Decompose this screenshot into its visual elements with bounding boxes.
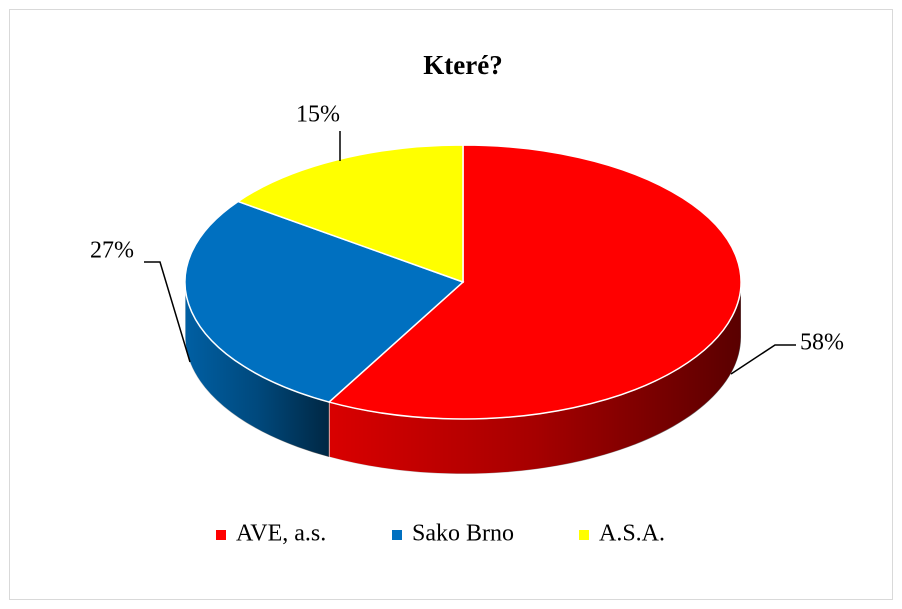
slice (236, 144, 464, 284)
slice-shade (329, 282, 741, 475)
legend-label: AVE, a.s. (236, 521, 326, 547)
leader-line (144, 261, 191, 363)
data-label: 15% (296, 102, 340, 128)
slice-shade (185, 282, 330, 458)
legend-marker (579, 530, 589, 540)
legend-marker (216, 530, 226, 540)
legend-label: Sako Brno (412, 521, 514, 547)
legend-label: A.S.A. (599, 521, 665, 547)
leader-line (730, 344, 796, 375)
data-label: 58% (800, 330, 844, 356)
chart-title: Které? (423, 50, 502, 80)
legend-marker (392, 530, 402, 540)
data-label: 27% (90, 238, 134, 264)
slice (184, 200, 465, 403)
slice (327, 144, 742, 420)
